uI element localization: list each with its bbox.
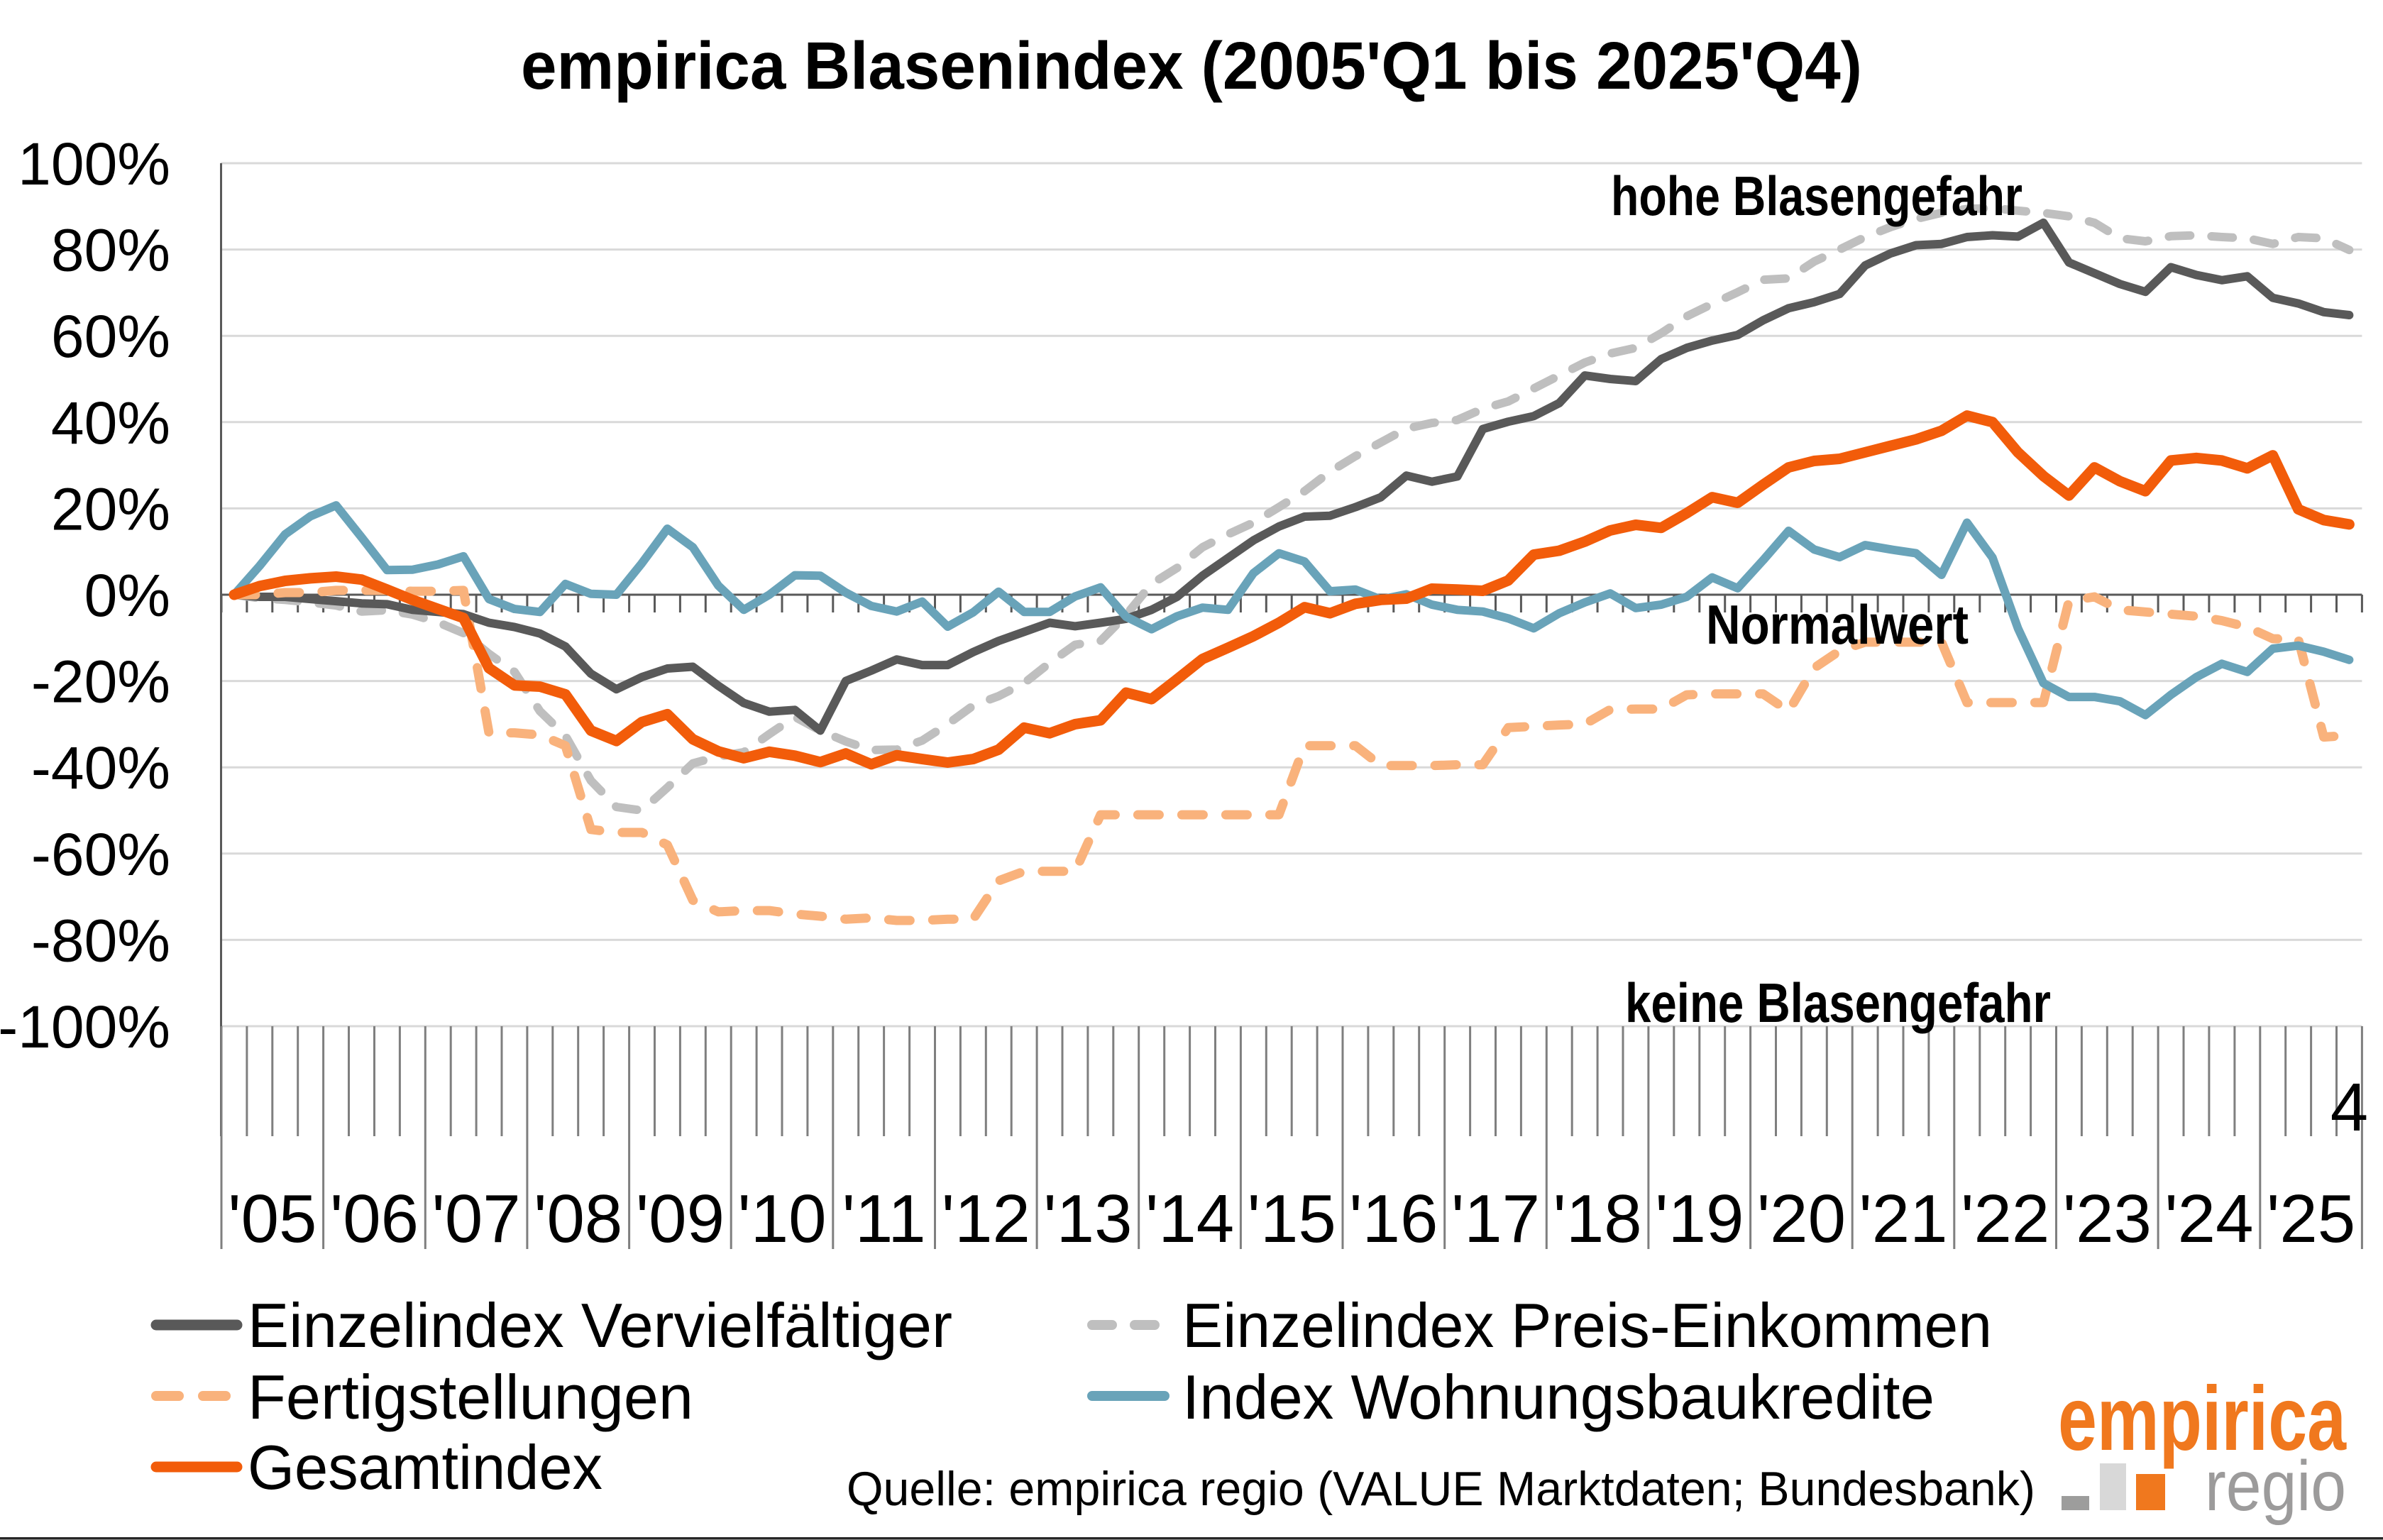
svg-text:-80%: -80%: [31, 907, 170, 974]
svg-text:'20: '20: [1757, 1181, 1846, 1257]
svg-text:'18: '18: [1553, 1181, 1642, 1257]
svg-text:Fertigstellungen: Fertigstellungen: [248, 1362, 693, 1432]
svg-text:keine Blasengefahr: keine Blasengefahr: [1625, 972, 2051, 1034]
svg-text:'13: '13: [1043, 1181, 1132, 1257]
svg-text:empirica: empirica: [2058, 1368, 2347, 1470]
svg-text:Normalwert: Normalwert: [1706, 593, 1969, 656]
svg-text:Einzelindex Vervielfältiger: Einzelindex Vervielfältiger: [248, 1290, 952, 1360]
svg-text:'22: '22: [1961, 1181, 2049, 1257]
svg-text:-60%: -60%: [31, 821, 170, 888]
svg-text:-20%: -20%: [31, 649, 170, 715]
svg-text:-100%: -100%: [0, 994, 170, 1060]
svg-text:'23: '23: [2063, 1181, 2152, 1257]
svg-text:Gesamtindex: Gesamtindex: [248, 1432, 602, 1502]
svg-text:empirica Blasenindex (2005'Q1: empirica Blasenindex (2005'Q1 bis 2025'Q…: [521, 28, 1862, 104]
svg-text:'11: '11: [842, 1181, 926, 1257]
svg-text:'16: '16: [1349, 1181, 1438, 1257]
svg-text:Einzelindex Preis-Einkommen: Einzelindex Preis-Einkommen: [1182, 1290, 1992, 1360]
svg-text:'05: '05: [228, 1181, 317, 1257]
svg-text:'21: '21: [1859, 1181, 1947, 1257]
svg-text:0%: 0%: [84, 562, 170, 629]
svg-text:Quelle: empirica regio (VALUE: Quelle: empirica regio (VALUE Marktdaten…: [847, 1462, 2035, 1516]
svg-text:'09: '09: [636, 1181, 725, 1257]
svg-text:-40%: -40%: [31, 735, 170, 801]
svg-text:20%: 20%: [51, 475, 170, 542]
svg-text:'15: '15: [1248, 1181, 1336, 1257]
svg-text:'10: '10: [737, 1181, 826, 1257]
svg-text:100%: 100%: [18, 131, 170, 197]
svg-text:'19: '19: [1655, 1181, 1744, 1257]
svg-text:'17: '17: [1451, 1181, 1540, 1257]
svg-text:60%: 60%: [51, 303, 170, 370]
svg-text:hohe Blasengefahr: hohe Blasengefahr: [1611, 165, 2022, 227]
svg-text:'07: '07: [432, 1181, 521, 1257]
svg-text:80%: 80%: [51, 217, 170, 284]
svg-text:'12: '12: [942, 1181, 1030, 1257]
svg-text:'14: '14: [1145, 1181, 1234, 1257]
svg-text:40%: 40%: [51, 390, 170, 456]
svg-text:'06: '06: [330, 1181, 419, 1257]
svg-text:4: 4: [2330, 1069, 2368, 1145]
svg-text:Index Wohnungsbaukredite: Index Wohnungsbaukredite: [1182, 1362, 1935, 1432]
svg-text:regio: regio: [2205, 1446, 2346, 1526]
svg-text:'08: '08: [534, 1181, 622, 1257]
svg-text:'25: '25: [2267, 1181, 2355, 1257]
svg-text:'24: '24: [2164, 1181, 2253, 1257]
